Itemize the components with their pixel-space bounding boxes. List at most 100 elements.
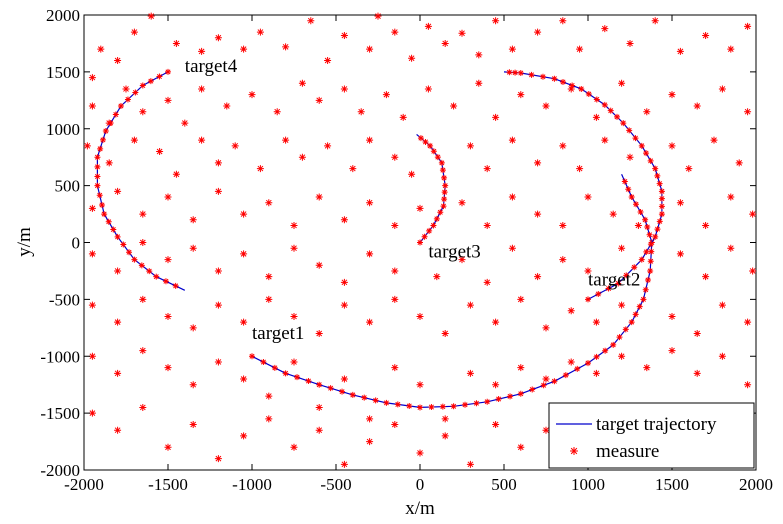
track-measure-point xyxy=(652,233,659,240)
measure-point xyxy=(114,369,122,377)
measure-point xyxy=(517,295,525,303)
label-target1: target1 xyxy=(252,323,304,344)
measure-point xyxy=(366,250,374,258)
measure-point xyxy=(130,28,138,36)
measure-point xyxy=(298,153,306,161)
measure-point xyxy=(517,364,525,372)
measure-point xyxy=(592,369,600,377)
track-measure-point xyxy=(658,211,665,218)
measure-point xyxy=(534,210,542,218)
measure-point xyxy=(139,347,147,355)
track-measure-point xyxy=(512,69,519,76)
measure-point xyxy=(139,295,147,303)
track-measure-point xyxy=(156,73,163,80)
measure-point xyxy=(408,170,416,178)
track-measure-point xyxy=(147,78,154,85)
measure-point xyxy=(492,17,500,25)
track-measure-point xyxy=(441,189,448,196)
track-measure-point xyxy=(114,233,121,240)
measure-point xyxy=(164,364,172,372)
measure-point xyxy=(88,102,96,110)
measure-point xyxy=(83,142,91,150)
measure-point xyxy=(214,301,222,309)
measure-point xyxy=(114,57,122,64)
track-measure-point xyxy=(632,201,639,208)
x-tick-label: 0 xyxy=(416,475,425,494)
measure-point xyxy=(676,199,684,207)
measure-point xyxy=(340,375,348,383)
measure-point xyxy=(114,426,122,434)
y-tick-label: 1500 xyxy=(46,63,80,82)
track-measure-point xyxy=(305,378,312,385)
measure-point xyxy=(114,318,122,326)
measure-point xyxy=(391,364,399,372)
track-measure-point xyxy=(126,249,133,256)
track-measure-point xyxy=(426,227,433,234)
track-measure-point xyxy=(637,209,644,216)
track-measure-point xyxy=(94,154,101,161)
track-measure-point xyxy=(517,390,524,397)
track-measure-point xyxy=(593,353,600,360)
measure-point xyxy=(366,45,374,53)
measure-point xyxy=(492,318,500,326)
track-measure-point xyxy=(620,120,627,127)
measure-point xyxy=(315,193,323,201)
measure-point xyxy=(214,159,222,167)
measure-point xyxy=(88,74,96,82)
measure-point xyxy=(88,352,96,360)
measure-point xyxy=(744,318,752,326)
measure-point xyxy=(172,39,180,47)
measure-point xyxy=(702,31,710,39)
measure-point xyxy=(693,330,701,337)
track-measure-point xyxy=(450,403,457,410)
measure-point xyxy=(282,136,290,144)
track-measure-point xyxy=(361,394,368,401)
track-measure-point xyxy=(421,233,428,240)
track-measure-point xyxy=(428,404,435,411)
measure-point xyxy=(307,17,315,25)
measure-point xyxy=(290,221,298,229)
track-measure-point xyxy=(430,222,437,229)
track-measure-point xyxy=(658,188,665,195)
measure-point xyxy=(315,403,323,411)
x-tick-label: 2000 xyxy=(739,475,773,494)
measure-point xyxy=(458,256,466,264)
measure-point xyxy=(567,85,575,93)
measure-point xyxy=(702,273,710,281)
track-measure-point xyxy=(645,277,652,284)
measure-point xyxy=(231,142,239,150)
track-measure-point xyxy=(622,326,629,333)
measure-point xyxy=(718,85,726,93)
track-measure-point xyxy=(417,239,423,246)
measure-point xyxy=(483,278,491,286)
track-measure-point xyxy=(406,402,413,409)
track-measure-point xyxy=(172,282,179,289)
measure-point xyxy=(324,142,332,150)
measure-point xyxy=(164,96,172,104)
measure-point xyxy=(122,85,130,93)
track-measure-point xyxy=(271,364,278,371)
y-axis-label: y/m xyxy=(14,227,35,257)
measure-point xyxy=(366,438,374,446)
measure-point xyxy=(139,108,147,116)
track-measure-point xyxy=(131,256,138,263)
measure-point xyxy=(340,31,348,39)
track-measure-point xyxy=(615,280,622,287)
y-tick-label: -1000 xyxy=(40,347,80,366)
track-measure-point xyxy=(638,256,645,263)
measure-point xyxy=(441,330,449,337)
track-measure-point xyxy=(642,216,649,223)
measure-point xyxy=(508,45,516,53)
track-measure-point xyxy=(658,203,665,210)
track-measure-point xyxy=(433,215,440,222)
track-measure-point xyxy=(473,400,480,407)
track-measure-point xyxy=(647,258,654,265)
measure-point xyxy=(651,17,659,25)
measure-point xyxy=(382,91,390,99)
track-measure-point xyxy=(585,296,591,303)
measure-point xyxy=(567,358,575,366)
track-measure-point xyxy=(602,347,609,354)
measure-point xyxy=(265,295,273,303)
measure-point xyxy=(727,193,735,201)
measure-point xyxy=(676,250,684,258)
